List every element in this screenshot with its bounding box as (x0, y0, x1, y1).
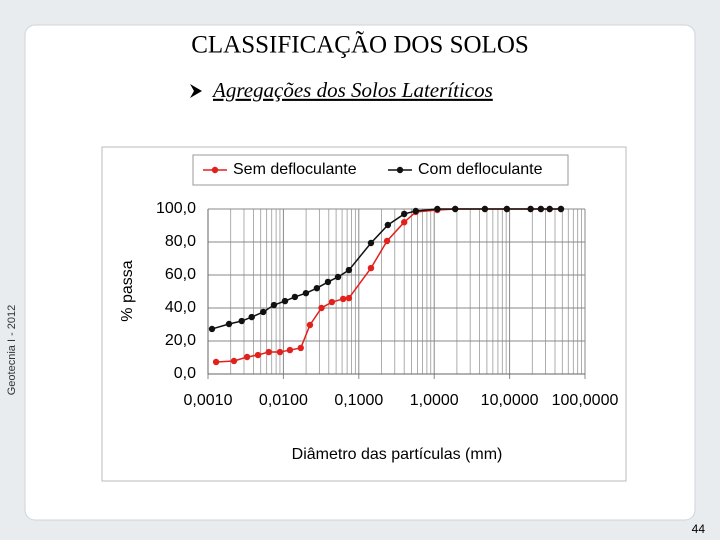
data-point (306, 321, 314, 329)
data-point (286, 346, 294, 354)
data-point (238, 317, 245, 325)
y-tick-label: 20,0 (165, 332, 196, 349)
side-text: Geotecnia I - 2012 (6, 305, 18, 396)
data-point (537, 205, 545, 213)
data-point (481, 205, 489, 213)
data-point (557, 205, 565, 213)
data-point (367, 264, 375, 272)
y-axis-label: % passa (119, 260, 136, 321)
data-point (225, 320, 233, 328)
legend-marker (396, 166, 404, 174)
x-axis-label: Diâmetro das partículas (mm) (292, 446, 503, 463)
legend-label: Sem defloculante (233, 161, 357, 178)
x-tick-label: 0,0100 (259, 392, 308, 409)
data-point (328, 298, 336, 306)
y-tick-label: 60,0 (165, 266, 196, 283)
data-point (260, 308, 267, 316)
data-point (546, 205, 553, 213)
data-point (383, 237, 391, 245)
data-point (297, 344, 304, 352)
data-point (339, 295, 347, 303)
y-tick-label: 0,0 (174, 365, 196, 382)
data-point (276, 348, 284, 356)
data-point (384, 221, 392, 229)
legend-label: Com defloculante (418, 161, 543, 178)
chart-frame (101, 146, 627, 482)
data-point (318, 304, 325, 312)
data-point (254, 351, 262, 359)
page-number: 44 (692, 522, 706, 536)
legend-marker (211, 166, 219, 174)
x-tick-label: 10,0000 (481, 392, 539, 409)
y-tick-label: 80,0 (165, 233, 196, 250)
bullet-arrow (190, 84, 202, 98)
slide-title: CLASSIFICAÇÃO DOS SOLOS (191, 31, 529, 59)
slide-subtitle: Agregações dos Solos Lateríticos (211, 78, 493, 102)
data-point (270, 301, 278, 309)
data-point (345, 266, 353, 274)
legend-box (192, 154, 569, 186)
data-point (452, 205, 459, 213)
y-tick-label: 100,0 (156, 200, 196, 217)
data-point (208, 325, 216, 333)
data-point (248, 313, 255, 321)
data-point (503, 205, 511, 213)
data-point (243, 353, 251, 361)
data-point (400, 210, 408, 218)
x-tick-label: 0,0010 (184, 392, 233, 409)
data-point (291, 293, 299, 301)
x-tick-label: 1,0000 (410, 392, 459, 409)
data-point (400, 219, 408, 226)
y-tick-label: 40,0 (165, 299, 196, 316)
data-point (302, 289, 310, 297)
data-point (434, 205, 441, 213)
data-point (345, 294, 353, 302)
data-point (324, 278, 332, 286)
data-point (230, 357, 238, 365)
data-point (265, 348, 272, 356)
data-point (527, 205, 534, 213)
x-tick-label: 0,1000 (334, 392, 383, 409)
data-point (367, 239, 375, 247)
data-point (281, 297, 289, 305)
data-point (313, 285, 321, 292)
data-point (334, 273, 342, 281)
data-point (212, 358, 220, 366)
data-point (412, 207, 419, 215)
x-tick-label: 100,0000 (552, 392, 619, 409)
